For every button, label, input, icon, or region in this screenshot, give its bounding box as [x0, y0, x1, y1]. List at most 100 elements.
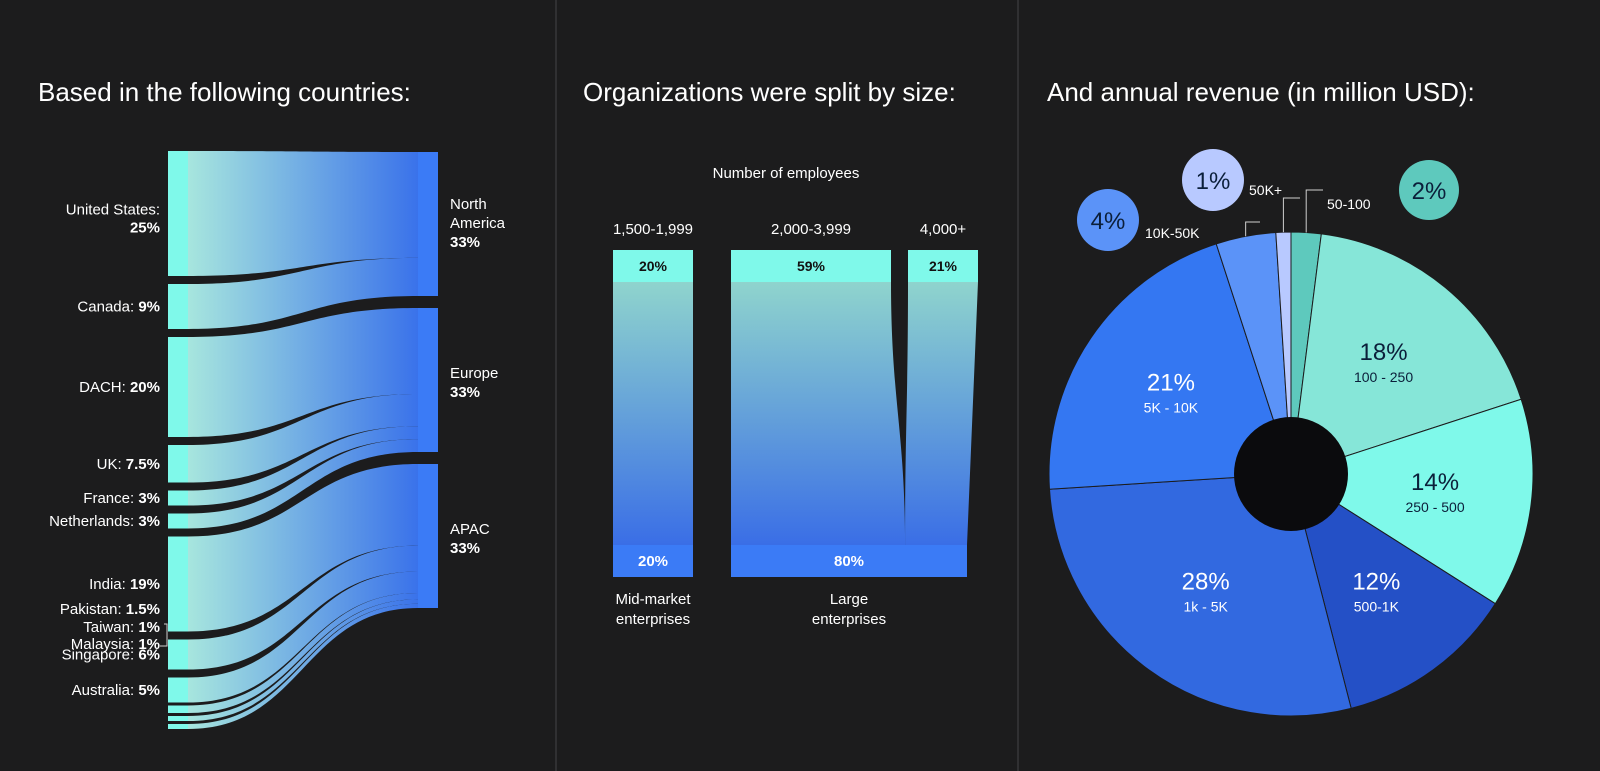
source-label-united-states: United States:	[66, 202, 160, 219]
pie-slice-250-500	[1289, 398, 1534, 605]
callout-line-10k-50k	[1245, 221, 1260, 237]
group-label-mid-market-enterprises: Mid-market	[615, 591, 691, 608]
group-label-mid-market-enterprises: enterprises	[616, 611, 690, 628]
callout-line-50k	[1282, 197, 1300, 233]
source-bar-india	[168, 536, 188, 632]
slice-label-500-1k: 500-1K	[1354, 598, 1400, 614]
slice-value-1k-5k: 28%	[1182, 568, 1230, 595]
callout-value-10k-50k: 4%	[1091, 208, 1126, 235]
source-bar-australia	[168, 677, 188, 703]
source-value-malaysia: 1%	[138, 636, 160, 653]
flow-canada	[188, 257, 418, 329]
slice-value-250-500: 14%	[1411, 469, 1459, 496]
target-label-europe: Europe	[450, 365, 498, 382]
revenue-pie: 2% 50-100 18% 100 - 250 14% 250 - 500 12% 500-1…	[1048, 149, 1534, 717]
slice-label-250-500: 250 - 500	[1405, 499, 1464, 515]
source-label-dach: DACH: 20%	[79, 379, 160, 396]
flow-singapore	[188, 545, 418, 670]
source-value-uk: 7.5%	[126, 456, 160, 473]
group-value-large-enterprises: 80%	[834, 553, 864, 570]
flow-1500-1999	[613, 282, 693, 545]
source-value-dach: 20%	[130, 379, 160, 396]
source-bar-france	[168, 490, 188, 506]
slice-value-500-1k: 12%	[1352, 568, 1400, 595]
group-label-large-enterprises: Large	[830, 591, 868, 608]
source-value-india: 19%	[130, 576, 160, 593]
column-bar-4-000	[908, 250, 978, 282]
source-label-france: France: 3%	[83, 490, 160, 507]
flow-australia	[188, 571, 418, 703]
size-sankey: Number of employees 1,500-1,999 20% 2,000-3…	[613, 165, 978, 628]
callout-value-50-100: 2%	[1412, 178, 1447, 205]
target-bar-north-america	[418, 152, 438, 296]
source-label-pakistan: Pakistan: 1.5%	[60, 601, 160, 618]
target-label-apac: APAC	[450, 521, 490, 538]
revenue-title: And annual revenue (in million USD):	[1047, 77, 1475, 107]
target-bar-europe	[418, 308, 438, 452]
flow-malaysia	[188, 603, 418, 729]
group-bar-large-enterprises	[731, 545, 967, 577]
source-value-pakistan: 1.5%	[126, 601, 160, 618]
target-value-north-america: 33%	[450, 234, 480, 251]
column-value-4-000: 21%	[929, 258, 958, 274]
countries-title: Based in the following countries:	[38, 77, 411, 107]
flow-taiwan	[188, 599, 418, 721]
source-bar-canada	[168, 284, 188, 329]
group-bar-mid-market-enterprises	[613, 545, 693, 577]
callout-line-50-100	[1305, 189, 1323, 233]
pie-slice-50k	[1275, 231, 1292, 475]
target-bar-apac	[418, 464, 438, 608]
source-label-malaysia: Malaysia: 1%	[71, 636, 160, 653]
column-bar-2-000-3-999	[731, 250, 891, 282]
pie-slice-5k-10k	[1048, 243, 1292, 490]
callout-bubble-50-100	[1399, 160, 1459, 220]
target-value-europe: 33%	[450, 384, 480, 401]
flow-4000-plus	[905, 282, 978, 545]
source-value-taiwan: 1%	[138, 619, 160, 636]
flow-netherlands	[188, 439, 418, 529]
column-label-4-000: 4,000+	[920, 221, 967, 238]
pie-center-hole	[1234, 417, 1348, 531]
pie-slice-100-250	[1290, 233, 1522, 475]
source-label-netherlands: Netherlands: 3%	[49, 513, 160, 530]
source-value-australia: 5%	[138, 682, 160, 699]
source-value-singapore: 6%	[138, 647, 160, 664]
target-label-north-america: North	[450, 196, 487, 213]
slice-label-100-250: 100 - 250	[1354, 369, 1413, 385]
flow-2000-3999	[731, 282, 906, 545]
source-bar-singapore	[168, 639, 188, 670]
slice-label-1k-5k: 1k - 5K	[1183, 598, 1228, 614]
source-value-france: 3%	[138, 490, 160, 507]
small-item-bracket	[160, 623, 168, 647]
target-label-north-america: America	[450, 215, 506, 232]
callout-value-50k: 1%	[1196, 168, 1231, 195]
pie-slice-500-1k	[1290, 472, 1497, 710]
source-label-australia: Australia: 5%	[72, 682, 160, 699]
callout-label-50k: 50K+	[1249, 182, 1282, 198]
group-value-mid-market-enterprises: 20%	[638, 553, 668, 570]
flow-france	[188, 426, 418, 506]
size-title: Organizations were split by size:	[583, 77, 956, 107]
column-bar-1-500-1-999	[613, 250, 693, 282]
flow-uk	[188, 393, 418, 483]
employees-subtitle: Number of employees	[713, 165, 860, 182]
source-bar-pakistan	[168, 705, 188, 713]
source-label-uk: UK: 7.5%	[97, 456, 160, 473]
pie-slice-1k-5k	[1048, 473, 1352, 717]
source-value-netherlands: 3%	[138, 513, 160, 530]
source-label-taiwan: Taiwan: 1%	[83, 619, 160, 636]
group-label-large-enterprises: enterprises	[812, 611, 886, 628]
column-label-2-000-3-999: 2,000-3,999	[771, 221, 851, 238]
slice-value-100-250: 18%	[1360, 339, 1408, 366]
target-value-apac: 33%	[450, 540, 480, 557]
source-bar-uk	[168, 445, 188, 483]
countries-sankey: United States:25% Canada: 9% DACH: 20% UK: …	[49, 151, 506, 729]
flow-india	[188, 464, 418, 632]
source-bar-netherlands	[168, 513, 188, 529]
source-bar-united-states	[168, 151, 188, 276]
flow-united-states	[188, 151, 418, 276]
callout-bubble-50k	[1182, 149, 1244, 211]
source-value-canada: 9%	[138, 299, 160, 316]
